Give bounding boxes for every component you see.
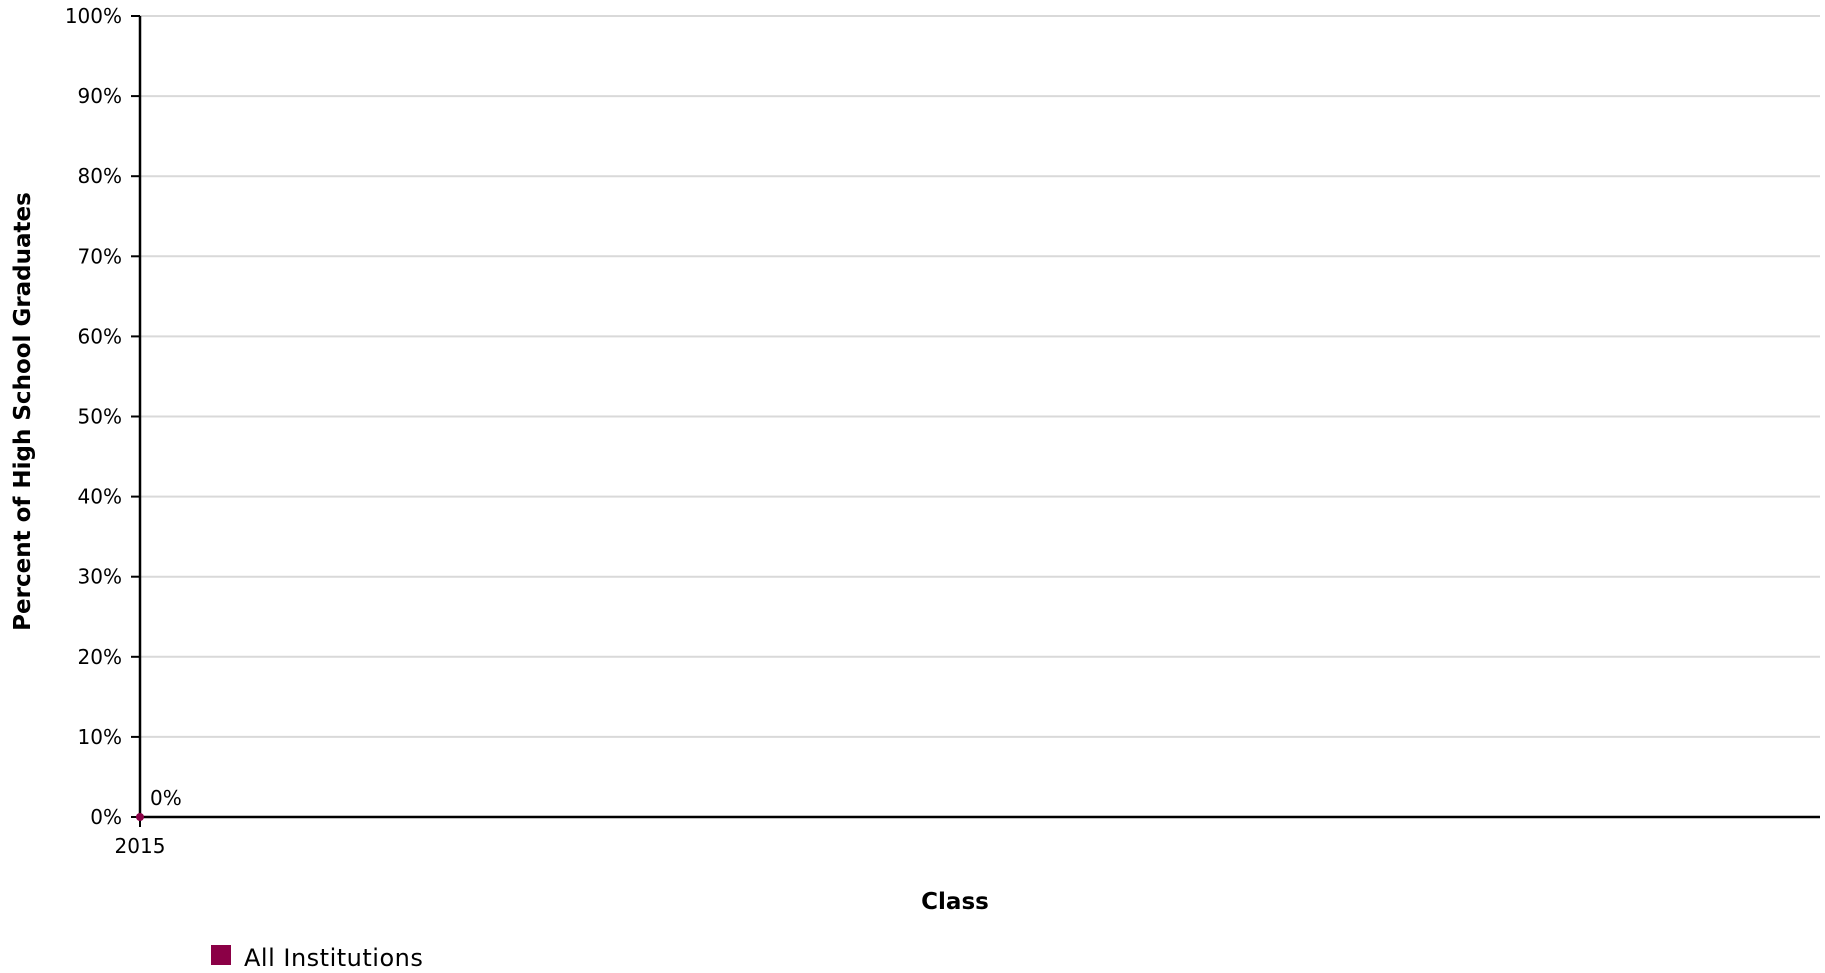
- x-axis-ticks: 2015: [115, 817, 166, 858]
- y-axis-title: Percent of High School Graduates: [10, 192, 36, 631]
- y-tick-label-40: 40%: [78, 485, 122, 509]
- y-tick-label-100: 100%: [65, 4, 122, 28]
- legend-label-all-institutions: All Institutions: [244, 944, 423, 972]
- y-tick-label-50: 50%: [78, 405, 122, 429]
- gridlines: [140, 15, 1820, 738]
- series-layer: 0%: [136, 786, 182, 821]
- y-tick-label-60: 60%: [78, 324, 122, 348]
- legend: All Institutions: [211, 944, 423, 972]
- y-tick-label-20: 20%: [78, 645, 122, 669]
- x-tick-label-2015: 2015: [115, 834, 166, 858]
- legend-swatch-all-institutions: [211, 945, 231, 965]
- y-tick-label-0: 0%: [90, 805, 122, 829]
- y-tick-label-90: 90%: [78, 84, 122, 108]
- y-tick-label-70: 70%: [78, 244, 122, 268]
- data-point-2015: [136, 813, 144, 821]
- y-tick-label-80: 80%: [78, 164, 122, 188]
- y-tick-label-30: 30%: [78, 565, 122, 589]
- data-label-2015: 0%: [150, 786, 182, 810]
- x-axis-title: Class: [921, 889, 989, 915]
- y-tick-label-10: 10%: [78, 725, 122, 749]
- y-axis-ticks: 0% 10% 20% 30% 40% 50% 60% 70% 80% 90% 100%: [65, 4, 140, 829]
